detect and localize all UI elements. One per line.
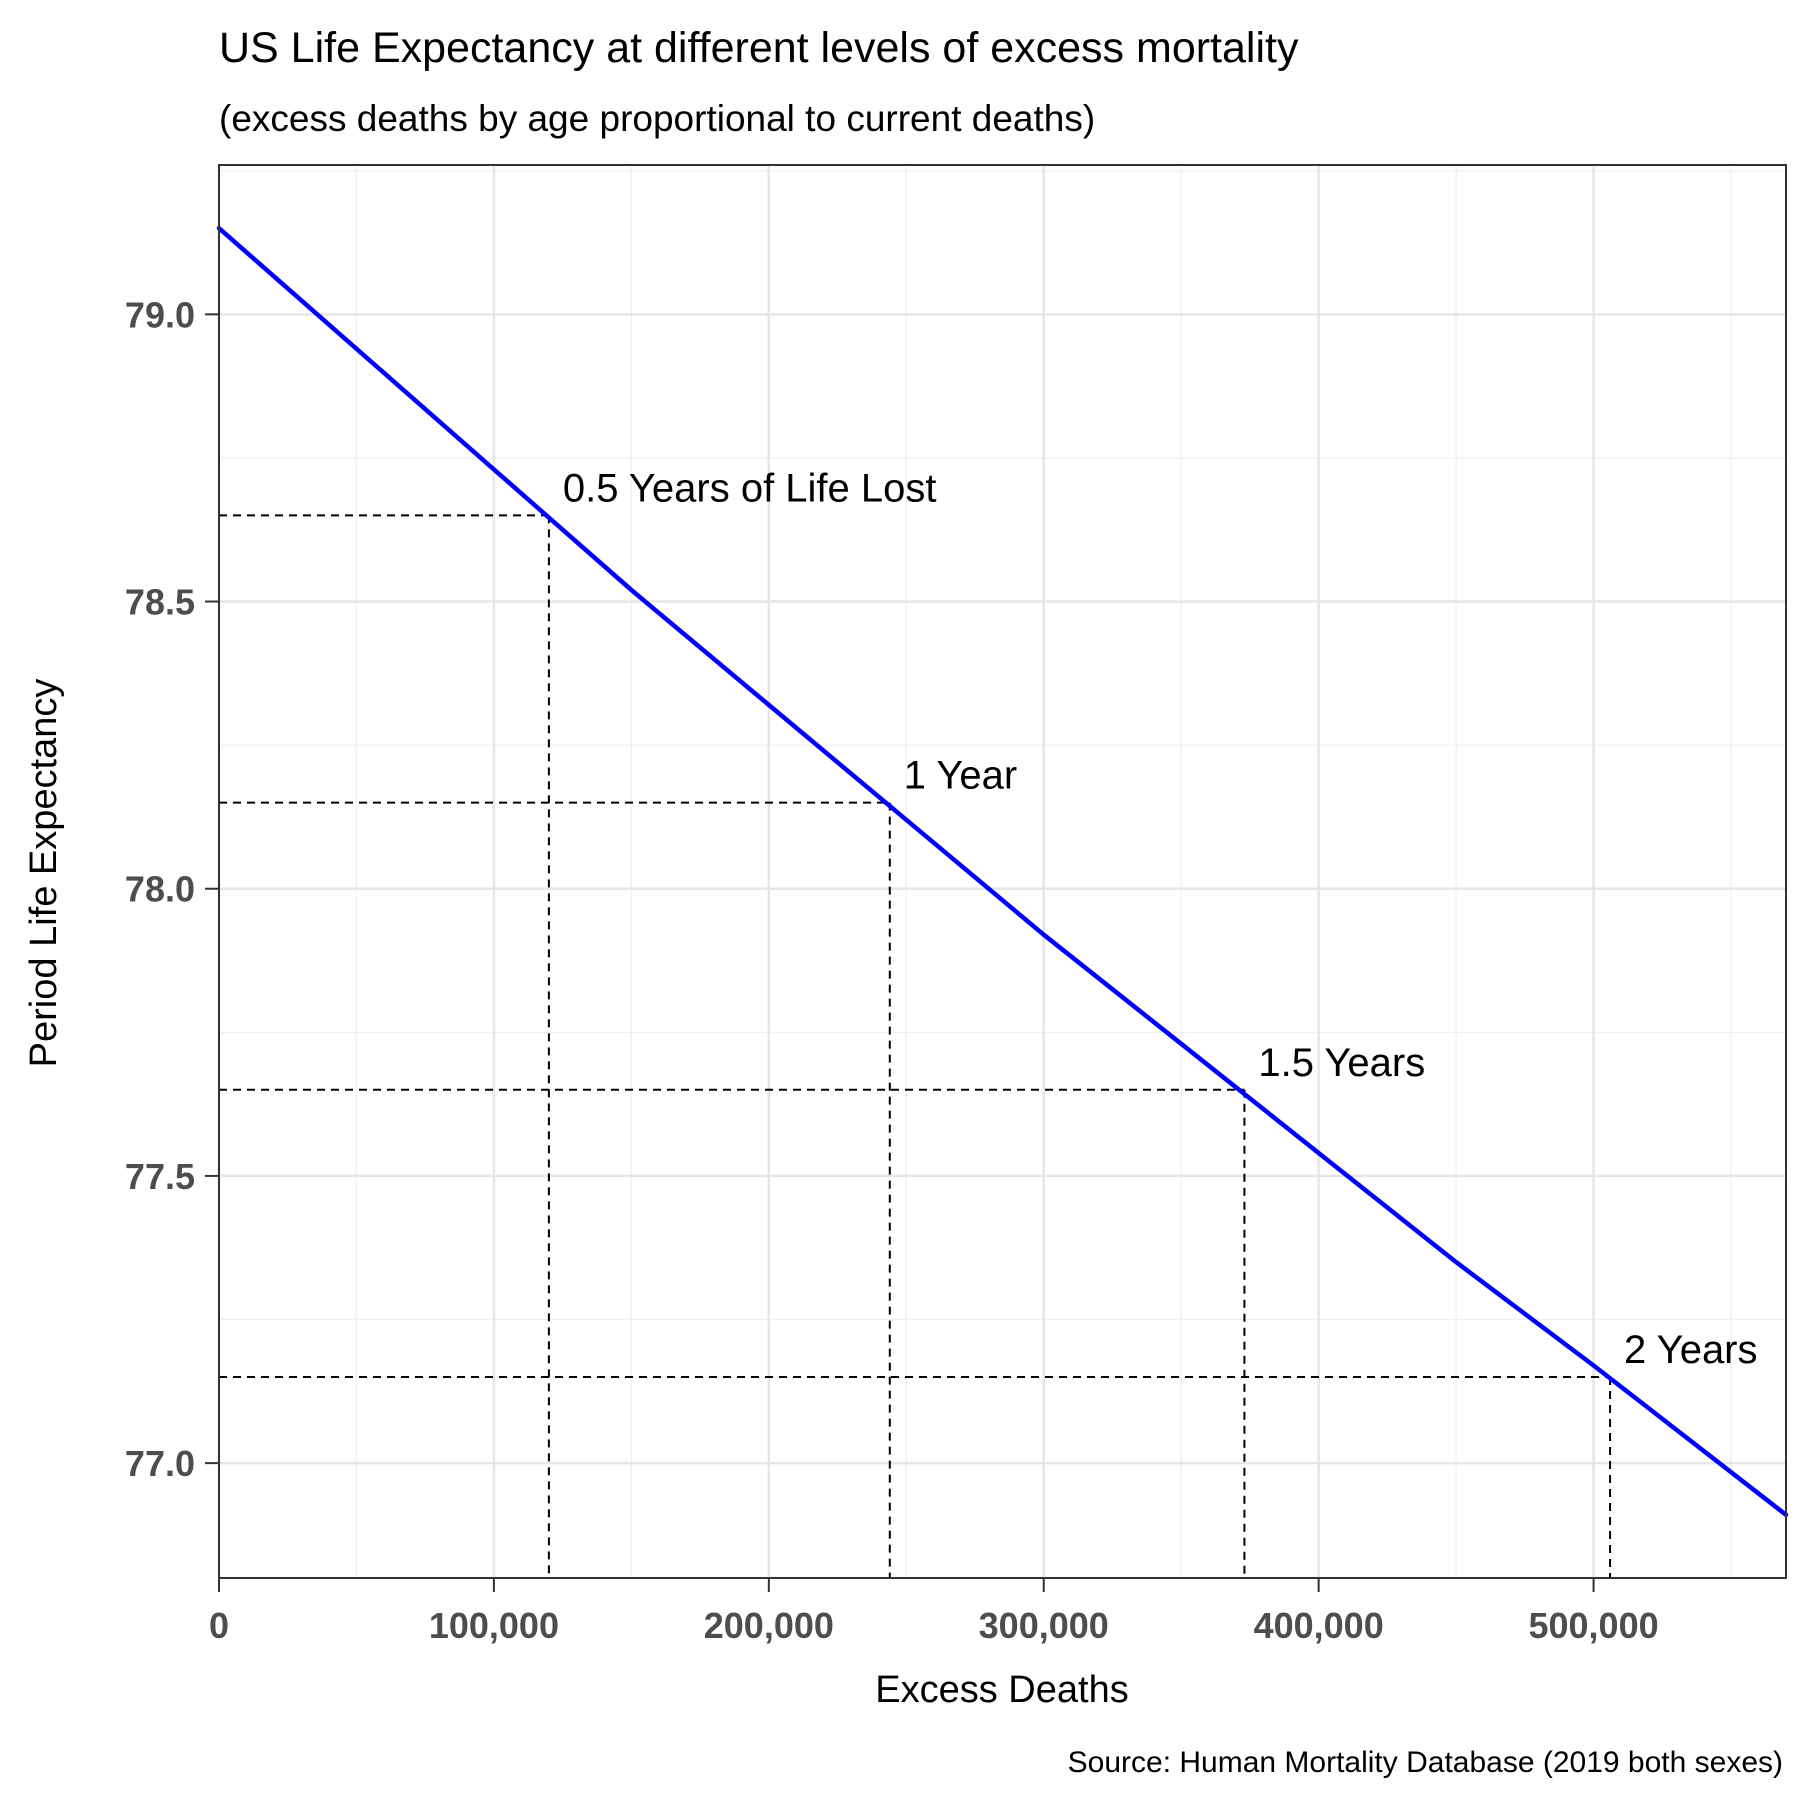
chart-title: US Life Expectancy at different levels o… xyxy=(219,24,1299,72)
annotation-label: 1 Year xyxy=(904,754,1017,798)
x-tick-label: 200,000 xyxy=(704,1605,834,1646)
chart-subtitle: (excess deaths by age proportional to cu… xyxy=(219,98,1095,139)
plot-panel-border xyxy=(218,164,1787,1579)
annotations: 0.5 Years of Life Lost 1 Year 1.5 Years 2 Y… xyxy=(563,466,1758,1372)
source-caption: Source: Human Mortality Database (2019 b… xyxy=(1068,1746,1783,1779)
y-tick-label: 78.5 xyxy=(125,582,195,623)
reference-lines xyxy=(219,514,1612,1578)
annotation-label: 2 Years xyxy=(1624,1328,1757,1372)
x-axis-title: Excess Deaths xyxy=(875,1669,1128,1711)
y-tick-label: 77.5 xyxy=(125,1156,195,1197)
y-tick-label: 79.0 xyxy=(125,294,195,335)
y-tick-label: 77.0 xyxy=(125,1443,195,1484)
life-expectancy-line xyxy=(216,225,1789,1518)
y-axis-title: Period Life Expectancy xyxy=(23,679,65,1068)
x-tick-label: 500,000 xyxy=(1528,1605,1658,1646)
annotation-label: 0.5 Years of Life Lost xyxy=(563,466,937,510)
x-axis: 0 100,000 200,000 300,000 400,000 500,000 xyxy=(209,1578,1659,1646)
minor-gridlines xyxy=(219,165,1786,1578)
x-tick-label: 400,000 xyxy=(1254,1605,1384,1646)
series-layer xyxy=(216,225,1789,1518)
y-axis: 77.0 77.5 78.0 78.5 79.0 xyxy=(125,294,219,1484)
x-tick-label: 300,000 xyxy=(979,1605,1109,1646)
y-tick-label: 78.0 xyxy=(125,869,195,910)
x-tick-label: 0 xyxy=(209,1605,229,1646)
major-gridlines xyxy=(217,165,1786,1578)
annotation-label: 1.5 Years xyxy=(1258,1041,1425,1085)
x-tick-label: 100,000 xyxy=(429,1605,559,1646)
